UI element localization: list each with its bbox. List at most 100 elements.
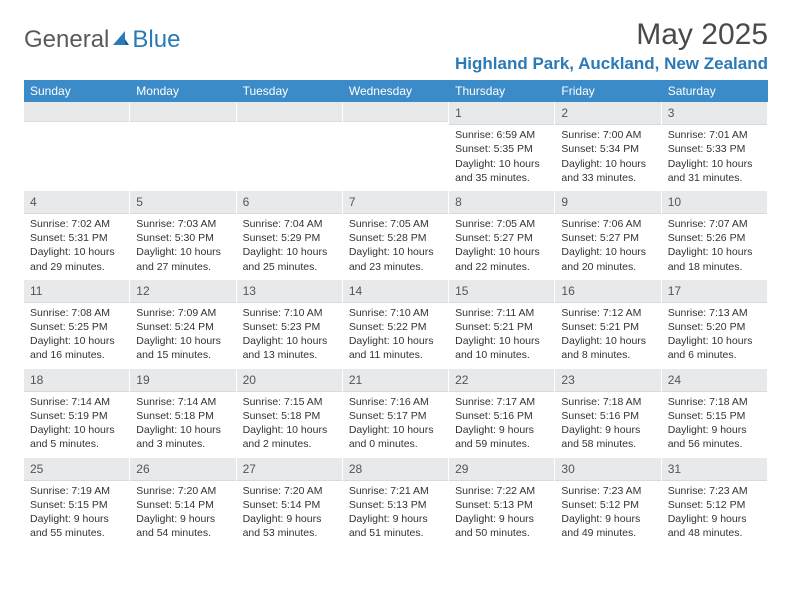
weekday-header: Monday xyxy=(130,80,236,102)
sunset-text: Sunset: 5:18 PM xyxy=(136,409,229,423)
sunrise-text: Sunrise: 7:22 AM xyxy=(455,484,548,498)
day-number: 10 xyxy=(662,191,767,214)
day-cell xyxy=(237,102,343,191)
day-body: Sunrise: 7:20 AMSunset: 5:14 PMDaylight:… xyxy=(237,481,342,547)
sunrise-text: Sunrise: 7:04 AM xyxy=(243,217,336,231)
day-number xyxy=(343,102,448,122)
daylight-text: Daylight: 10 hours and 6 minutes. xyxy=(668,334,761,362)
day-body: Sunrise: 7:06 AMSunset: 5:27 PMDaylight:… xyxy=(555,214,660,280)
sunset-text: Sunset: 5:16 PM xyxy=(455,409,548,423)
daylight-text: Daylight: 10 hours and 0 minutes. xyxy=(349,423,442,451)
logo-sail-icon xyxy=(111,26,131,54)
daylight-text: Daylight: 9 hours and 58 minutes. xyxy=(561,423,654,451)
day-body: Sunrise: 6:59 AMSunset: 5:35 PMDaylight:… xyxy=(449,125,554,191)
day-body: Sunrise: 7:17 AMSunset: 5:16 PMDaylight:… xyxy=(449,392,554,458)
day-cell: 21Sunrise: 7:16 AMSunset: 5:17 PMDayligh… xyxy=(343,369,449,458)
day-number: 17 xyxy=(662,280,767,303)
day-cell xyxy=(343,102,449,191)
day-body: Sunrise: 7:12 AMSunset: 5:21 PMDaylight:… xyxy=(555,303,660,369)
day-cell: 4Sunrise: 7:02 AMSunset: 5:31 PMDaylight… xyxy=(24,191,130,280)
day-number: 22 xyxy=(449,369,554,392)
sunset-text: Sunset: 5:15 PM xyxy=(668,409,761,423)
week-row: 18Sunrise: 7:14 AMSunset: 5:19 PMDayligh… xyxy=(24,369,768,458)
day-body: Sunrise: 7:10 AMSunset: 5:23 PMDaylight:… xyxy=(237,303,342,369)
daylight-text: Daylight: 9 hours and 54 minutes. xyxy=(136,512,229,540)
day-number: 23 xyxy=(555,369,660,392)
day-body: Sunrise: 7:02 AMSunset: 5:31 PMDaylight:… xyxy=(24,214,129,280)
sunset-text: Sunset: 5:19 PM xyxy=(30,409,123,423)
weeks-container: 1Sunrise: 6:59 AMSunset: 5:35 PMDaylight… xyxy=(24,102,768,546)
day-body: Sunrise: 7:23 AMSunset: 5:12 PMDaylight:… xyxy=(662,481,767,547)
day-body: Sunrise: 7:14 AMSunset: 5:18 PMDaylight:… xyxy=(130,392,235,458)
daylight-text: Daylight: 9 hours and 49 minutes. xyxy=(561,512,654,540)
day-number xyxy=(237,102,342,122)
day-cell: 2Sunrise: 7:00 AMSunset: 5:34 PMDaylight… xyxy=(555,102,661,191)
daylight-text: Daylight: 9 hours and 55 minutes. xyxy=(30,512,123,540)
day-cell xyxy=(130,102,236,191)
day-body: Sunrise: 7:01 AMSunset: 5:33 PMDaylight:… xyxy=(662,125,767,191)
weekday-header: Wednesday xyxy=(343,80,449,102)
day-number: 19 xyxy=(130,369,235,392)
sunset-text: Sunset: 5:28 PM xyxy=(349,231,442,245)
sunrise-text: Sunrise: 7:19 AM xyxy=(30,484,123,498)
sunrise-text: Sunrise: 7:02 AM xyxy=(30,217,123,231)
sunrise-text: Sunrise: 7:06 AM xyxy=(561,217,654,231)
day-body: Sunrise: 7:16 AMSunset: 5:17 PMDaylight:… xyxy=(343,392,448,458)
day-cell: 6Sunrise: 7:04 AMSunset: 5:29 PMDaylight… xyxy=(237,191,343,280)
sunset-text: Sunset: 5:25 PM xyxy=(30,320,123,334)
daylight-text: Daylight: 10 hours and 18 minutes. xyxy=(668,245,761,273)
daylight-text: Daylight: 9 hours and 56 minutes. xyxy=(668,423,761,451)
sunset-text: Sunset: 5:21 PM xyxy=(561,320,654,334)
logo: General Blue xyxy=(24,26,180,54)
day-number: 20 xyxy=(237,369,342,392)
day-cell: 31Sunrise: 7:23 AMSunset: 5:12 PMDayligh… xyxy=(662,458,768,547)
location-subtitle: Highland Park, Auckland, New Zealand xyxy=(455,54,768,74)
sunset-text: Sunset: 5:20 PM xyxy=(668,320,761,334)
sunset-text: Sunset: 5:16 PM xyxy=(561,409,654,423)
daylight-text: Daylight: 10 hours and 33 minutes. xyxy=(561,157,654,185)
logo-text-blue: Blue xyxy=(132,26,180,54)
day-number: 15 xyxy=(449,280,554,303)
week-row: 1Sunrise: 6:59 AMSunset: 5:35 PMDaylight… xyxy=(24,102,768,191)
day-number: 31 xyxy=(662,458,767,481)
day-body: Sunrise: 7:14 AMSunset: 5:19 PMDaylight:… xyxy=(24,392,129,458)
sunrise-text: Sunrise: 7:10 AM xyxy=(243,306,336,320)
sunrise-text: Sunrise: 7:15 AM xyxy=(243,395,336,409)
sunrise-text: Sunrise: 7:01 AM xyxy=(668,128,761,142)
sunrise-text: Sunrise: 7:05 AM xyxy=(349,217,442,231)
day-body: Sunrise: 7:15 AMSunset: 5:18 PMDaylight:… xyxy=(237,392,342,458)
daylight-text: Daylight: 10 hours and 2 minutes. xyxy=(243,423,336,451)
calendar-page: General Blue May 2025 Highland Park, Auc… xyxy=(0,0,792,564)
daylight-text: Daylight: 10 hours and 35 minutes. xyxy=(455,157,548,185)
sunrise-text: Sunrise: 7:12 AM xyxy=(561,306,654,320)
day-body: Sunrise: 7:10 AMSunset: 5:22 PMDaylight:… xyxy=(343,303,448,369)
calendar-grid: Sunday Monday Tuesday Wednesday Thursday… xyxy=(24,80,768,546)
day-number: 29 xyxy=(449,458,554,481)
daylight-text: Daylight: 10 hours and 8 minutes. xyxy=(561,334,654,362)
daylight-text: Daylight: 10 hours and 20 minutes. xyxy=(561,245,654,273)
sunset-text: Sunset: 5:15 PM xyxy=(30,498,123,512)
day-cell: 29Sunrise: 7:22 AMSunset: 5:13 PMDayligh… xyxy=(449,458,555,547)
day-body: Sunrise: 7:23 AMSunset: 5:12 PMDaylight:… xyxy=(555,481,660,547)
daylight-text: Daylight: 10 hours and 16 minutes. xyxy=(30,334,123,362)
day-body: Sunrise: 7:05 AMSunset: 5:27 PMDaylight:… xyxy=(449,214,554,280)
sunset-text: Sunset: 5:31 PM xyxy=(30,231,123,245)
day-body: Sunrise: 7:13 AMSunset: 5:20 PMDaylight:… xyxy=(662,303,767,369)
day-cell: 15Sunrise: 7:11 AMSunset: 5:21 PMDayligh… xyxy=(449,280,555,369)
day-number: 5 xyxy=(130,191,235,214)
day-body: Sunrise: 7:22 AMSunset: 5:13 PMDaylight:… xyxy=(449,481,554,547)
sunrise-text: Sunrise: 7:09 AM xyxy=(136,306,229,320)
day-number: 9 xyxy=(555,191,660,214)
day-cell: 26Sunrise: 7:20 AMSunset: 5:14 PMDayligh… xyxy=(130,458,236,547)
day-body: Sunrise: 7:05 AMSunset: 5:28 PMDaylight:… xyxy=(343,214,448,280)
sunrise-text: Sunrise: 7:20 AM xyxy=(243,484,336,498)
day-cell: 5Sunrise: 7:03 AMSunset: 5:30 PMDaylight… xyxy=(130,191,236,280)
day-body: Sunrise: 7:21 AMSunset: 5:13 PMDaylight:… xyxy=(343,481,448,547)
sunset-text: Sunset: 5:12 PM xyxy=(668,498,761,512)
daylight-text: Daylight: 10 hours and 3 minutes. xyxy=(136,423,229,451)
day-number: 25 xyxy=(24,458,129,481)
daylight-text: Daylight: 9 hours and 48 minutes. xyxy=(668,512,761,540)
day-cell: 27Sunrise: 7:20 AMSunset: 5:14 PMDayligh… xyxy=(237,458,343,547)
sunset-text: Sunset: 5:27 PM xyxy=(455,231,548,245)
day-number: 26 xyxy=(130,458,235,481)
